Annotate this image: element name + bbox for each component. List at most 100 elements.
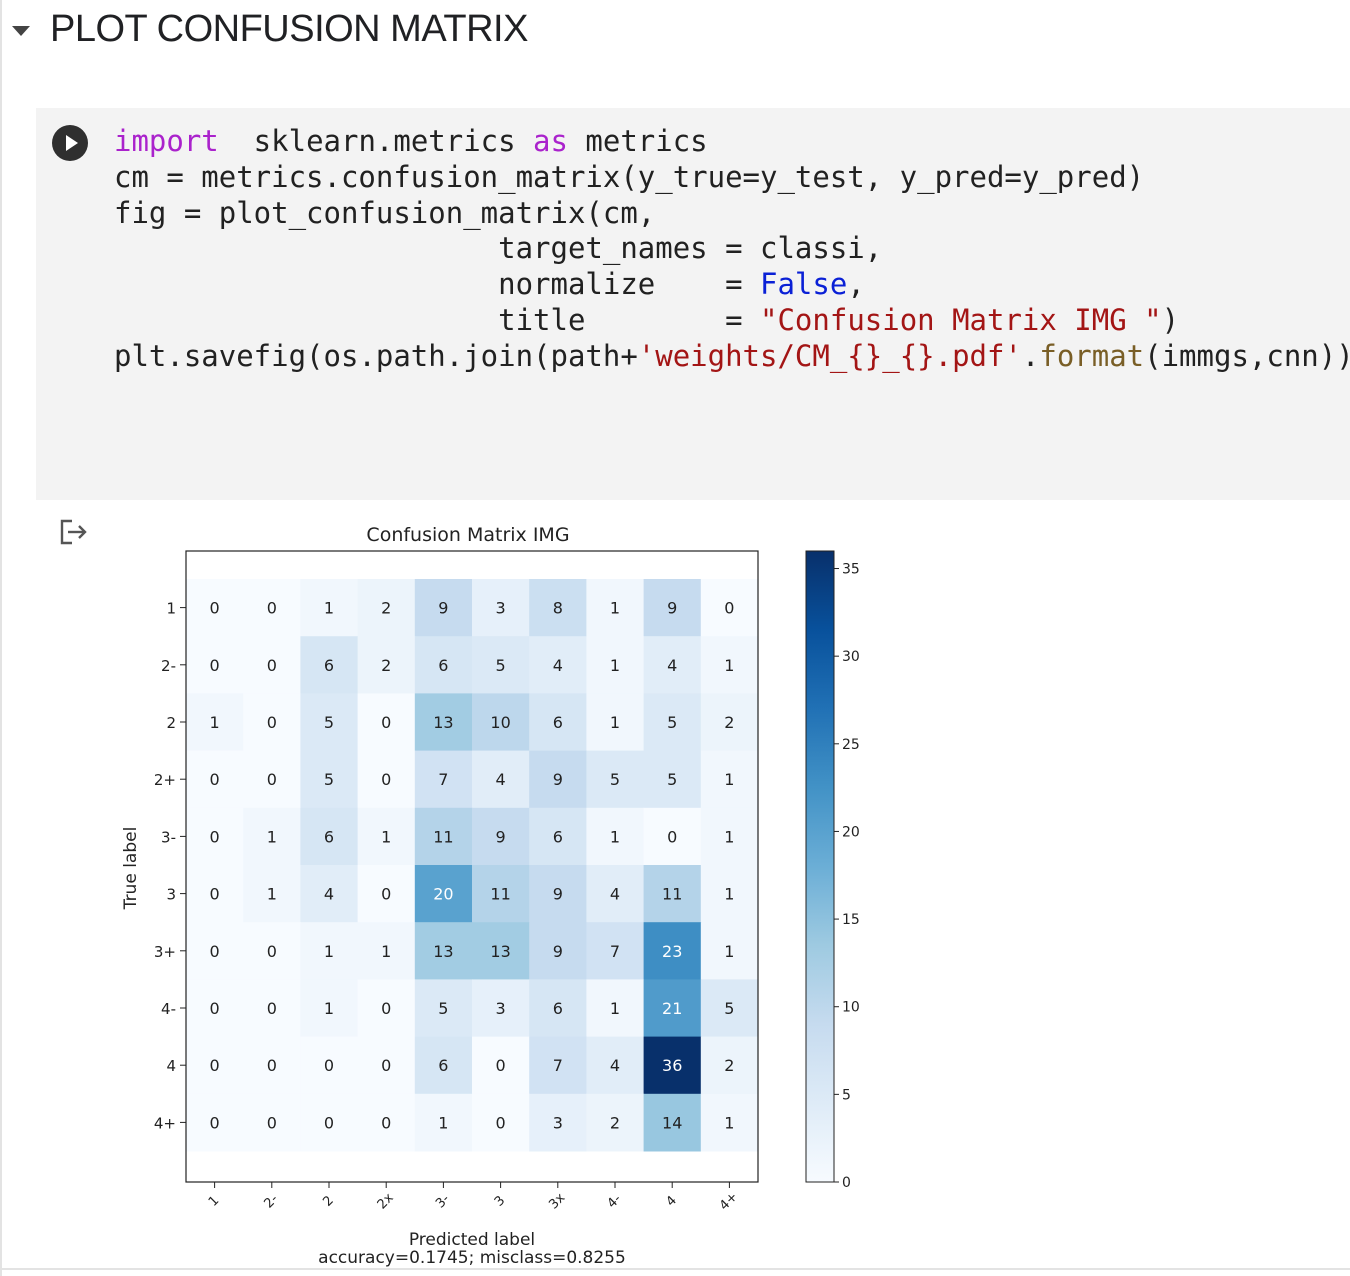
cell-value: 20 <box>433 885 453 904</box>
code-token: cm = metrics.confusion_matrix(y_true=y_t… <box>114 159 1145 194</box>
cell-value: 1 <box>324 942 334 961</box>
heatmap-cell <box>243 865 301 923</box>
heatmap-cell <box>300 1036 359 1095</box>
output-arrow-icon[interactable] <box>58 518 90 546</box>
accuracy-footer: accuracy=0.1745; misclass=0.8255 <box>318 1248 626 1268</box>
code-editor[interactable]: import sklearn.metrics as metrics cm = m… <box>114 124 1350 375</box>
y-tick-label: 2 <box>166 714 176 732</box>
cell-value: 4 <box>553 656 563 675</box>
cell-value: 3 <box>496 599 506 618</box>
code-token: , <box>847 267 865 302</box>
cell-value: 0 <box>267 599 277 618</box>
heatmap-cell <box>357 693 416 752</box>
heatmap-cell <box>700 1093 759 1152</box>
heatmap-cell <box>414 1036 473 1095</box>
heatmap-cell <box>700 1036 759 1095</box>
heatmap-cell <box>643 922 702 980</box>
cell-value: 1 <box>610 999 620 1018</box>
x-tick-label: 2 <box>320 1193 336 1209</box>
heatmap-cell <box>529 1093 587 1152</box>
heatmap-cell <box>414 865 473 923</box>
heatmap-cell <box>357 750 416 809</box>
x-tick-label: 3- <box>433 1191 453 1211</box>
heatmap-cell <box>586 807 645 866</box>
cell-left-rule <box>0 0 2 1276</box>
cell-value: 36 <box>662 1056 682 1075</box>
cell-value: 9 <box>553 885 563 904</box>
cell-value: 6 <box>553 827 563 846</box>
cell-value: 0 <box>210 656 220 675</box>
cell-value: 5 <box>496 656 506 675</box>
heatmap-cell <box>186 579 244 637</box>
y-tick-label: 4 <box>166 1057 176 1075</box>
x-tick-label: 3 <box>492 1193 508 1209</box>
cell-value: 6 <box>438 1056 448 1075</box>
cell-value: 5 <box>667 770 677 789</box>
cell-value: 1 <box>381 827 391 846</box>
cell-value: 0 <box>210 1056 220 1075</box>
cell-value: 11 <box>490 885 510 904</box>
cell-value: 7 <box>610 942 620 961</box>
heatmap-cell <box>186 693 244 752</box>
code-line: normalize = False, <box>114 267 865 301</box>
cell-value: 1 <box>724 827 734 846</box>
code-token: metrics <box>567 124 708 158</box>
cell-value: 13 <box>433 713 453 732</box>
cell-value: 21 <box>662 999 682 1018</box>
cell-value: 1 <box>610 713 620 732</box>
heatmap-cell <box>414 750 473 809</box>
heatmap-cell <box>357 1093 416 1152</box>
heatmap-cell <box>700 579 759 637</box>
heatmap-cell <box>586 636 645 694</box>
cell-value: 1 <box>610 656 620 675</box>
code-token: plt.savefig(os.path.join(path+ <box>114 338 638 373</box>
y-tick-label: 3 <box>166 886 176 904</box>
bottom-rule <box>0 1268 1350 1270</box>
heatmap-cell <box>643 979 702 1038</box>
cell-value: 2 <box>381 599 391 618</box>
heatmap-cell <box>357 579 416 637</box>
cell-value: 0 <box>210 1113 220 1132</box>
x-tick-label: 4 <box>663 1193 679 1209</box>
cell-value: 1 <box>324 999 334 1018</box>
colorbar-tick-label: 10 <box>842 1000 860 1016</box>
cell-value: 0 <box>210 885 220 904</box>
cell-value: 1 <box>610 827 620 846</box>
heatmap-cell <box>586 1093 645 1152</box>
colorbar-tick-label: 20 <box>842 824 860 840</box>
run-cell-button[interactable] <box>52 125 88 161</box>
colorbar-tick-label: 30 <box>842 649 860 665</box>
heatmap-cell <box>300 693 359 752</box>
cell-value: 1 <box>381 942 391 961</box>
cell-value: 0 <box>324 1056 334 1075</box>
cell-value: 6 <box>438 656 448 675</box>
cell-value: 2 <box>381 656 391 675</box>
cell-value: 0 <box>496 1113 506 1132</box>
heatmap-cell <box>300 807 359 866</box>
code-token: import <box>114 124 219 158</box>
y-tick-label: 2- <box>161 657 176 675</box>
collapse-caret-icon[interactable] <box>12 26 30 36</box>
cell-value: 0 <box>267 656 277 675</box>
y-tick-label: 3- <box>161 828 176 846</box>
heatmap-cell <box>357 1036 416 1095</box>
cell-value: 1 <box>610 599 620 618</box>
heatmap-cell <box>300 636 359 694</box>
heatmap-cell <box>357 636 416 694</box>
cell-value: 1 <box>438 1113 448 1132</box>
heatmap-cell <box>414 922 473 980</box>
heatmap-cell <box>643 579 702 637</box>
heatmap-cell <box>243 636 301 694</box>
cell-value: 0 <box>381 885 391 904</box>
cell-value: 1 <box>324 599 334 618</box>
heatmap-cell <box>300 1093 359 1152</box>
code-cell[interactable] <box>36 108 1350 500</box>
heatmap-cell <box>643 1036 702 1095</box>
plot-frame <box>185 550 759 1183</box>
heatmap-cell <box>529 807 587 866</box>
y-tick-label: 3+ <box>154 943 176 961</box>
cell-value: 9 <box>438 599 448 618</box>
cell-value: 1 <box>724 942 734 961</box>
code-token: fig = plot_confusion_matrix(cm, <box>114 195 656 230</box>
heatmap-cell <box>700 979 759 1038</box>
